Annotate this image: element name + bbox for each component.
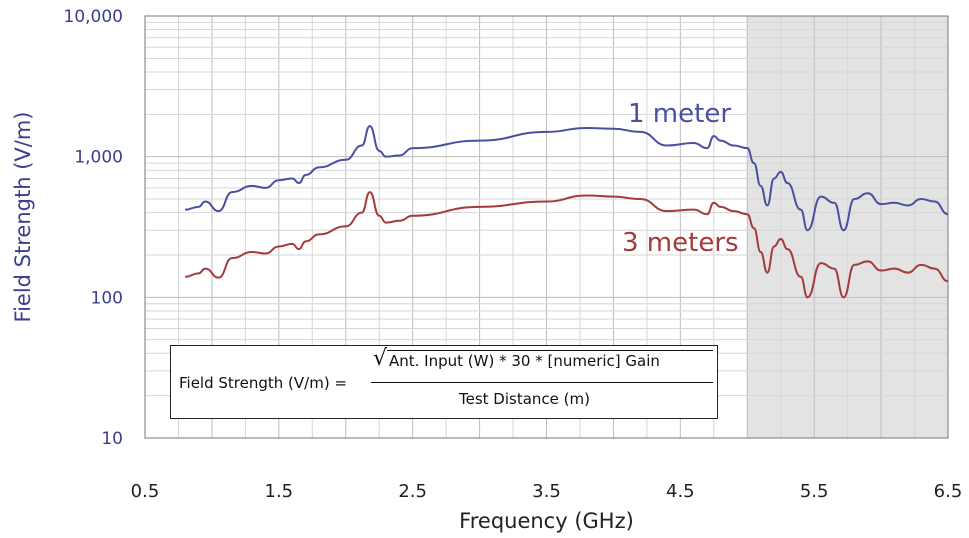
y-axis-title: Field Strength (V/m)	[11, 112, 35, 323]
series-line-3-meters	[185, 191, 949, 299]
formula-lhs: Field Strength (V/m) =	[179, 374, 348, 392]
fraction-bar	[371, 382, 713, 383]
x-tick-label: 2.5	[398, 481, 427, 502]
series-label-3-meters: 3 meters	[622, 228, 739, 258]
x-tick-label: 4.5	[666, 481, 695, 502]
formula-numerator: Ant. Input (W) * 30 * [numeric] Gain	[389, 352, 660, 370]
x-tick-label: 1.5	[265, 481, 294, 502]
plot-frame	[144, 15, 949, 439]
series-label-1-meter: 1 meter	[628, 99, 731, 129]
radical-overline	[387, 350, 713, 351]
x-axis-title: Frequency (GHz)	[459, 509, 634, 533]
formula-denominator: Test Distance (m)	[459, 390, 590, 408]
y-tick-labels: 10 100 1,000 10,000	[64, 7, 123, 449]
x-tick-label: 0.5	[131, 481, 160, 502]
x-tick-labels: 0.5 1.5 2.5 3.5 4.5 5.5 6.5	[131, 481, 963, 502]
y-tick-label: 100	[91, 288, 123, 308]
formula-box: Field Strength (V/m) = √ Ant. Input (W) …	[170, 345, 718, 419]
series-lines	[185, 125, 949, 299]
series-line-1-meter	[185, 125, 949, 232]
sqrt-symbol-icon: √	[373, 346, 388, 371]
x-tick-label: 6.5	[934, 481, 963, 502]
y-tick-label: 10,000	[64, 7, 123, 27]
x-tick-label: 3.5	[532, 481, 561, 502]
y-tick-label: 1,000	[74, 148, 123, 168]
y-tick-label: 10	[101, 429, 123, 449]
x-tick-label: 5.5	[800, 481, 829, 502]
